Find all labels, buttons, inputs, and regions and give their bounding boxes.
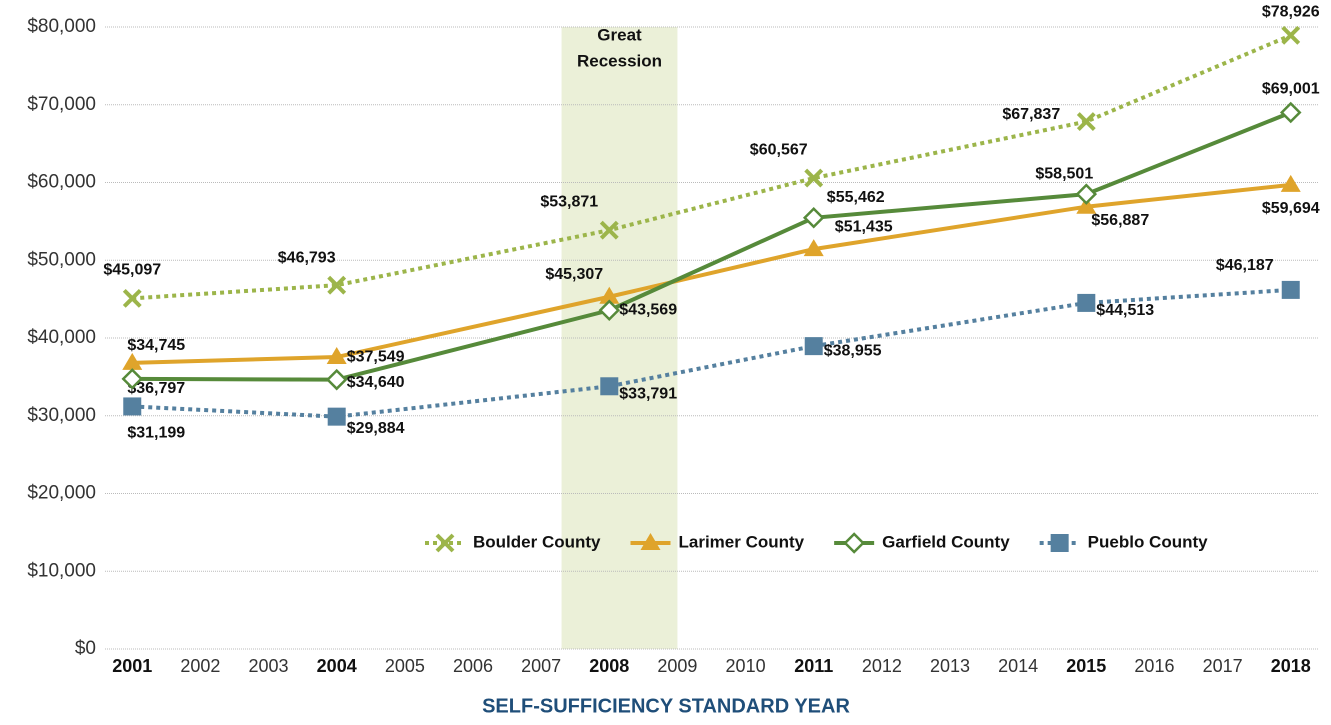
x-tick-label: 2010 bbox=[726, 656, 766, 676]
marker bbox=[1281, 280, 1300, 299]
marker bbox=[121, 368, 144, 390]
data-label: $51,435 bbox=[835, 218, 893, 235]
marker bbox=[327, 407, 346, 426]
marker bbox=[803, 239, 824, 257]
marker bbox=[1076, 196, 1097, 214]
legend-label: Pueblo County bbox=[1088, 532, 1208, 551]
data-label: $45,097 bbox=[103, 262, 161, 279]
marker bbox=[1050, 534, 1069, 552]
marker bbox=[804, 168, 824, 188]
data-label: $58,501 bbox=[1035, 165, 1093, 182]
data-label: $44,513 bbox=[1096, 302, 1154, 319]
marker bbox=[640, 533, 661, 550]
data-label: $78,926 bbox=[1262, 4, 1320, 21]
marker bbox=[326, 347, 347, 365]
data-label: $67,837 bbox=[1002, 106, 1060, 123]
y-tick-label: $20,000 bbox=[27, 483, 96, 504]
series-line bbox=[132, 182, 1291, 365]
data-label: $69,001 bbox=[1262, 81, 1320, 98]
marker bbox=[599, 220, 619, 240]
marker bbox=[1281, 25, 1301, 45]
x-tick-label: 2016 bbox=[1134, 656, 1174, 676]
series-line bbox=[132, 110, 1292, 382]
x-tick-label: 2011 bbox=[794, 656, 833, 676]
x-tick-label: 2003 bbox=[249, 656, 289, 676]
data-label: $38,955 bbox=[824, 342, 882, 359]
marker bbox=[804, 337, 823, 356]
marker bbox=[1279, 101, 1302, 124]
data-label: $37,549 bbox=[347, 348, 405, 365]
x-tick-label: 2015 bbox=[1066, 656, 1106, 676]
x-tick-label: 2001 bbox=[112, 656, 152, 676]
data-label: $59,694 bbox=[1262, 200, 1320, 217]
series-line bbox=[132, 287, 1291, 419]
annotation-text: Recession bbox=[577, 51, 662, 70]
y-tick-label: $50,000 bbox=[27, 249, 96, 270]
marker bbox=[843, 532, 865, 554]
x-tick-label: 2006 bbox=[453, 656, 493, 676]
y-tick-label: $0 bbox=[75, 638, 96, 659]
data-label: $45,307 bbox=[545, 266, 603, 283]
x-tick-label: 2018 bbox=[1271, 656, 1311, 676]
x-tick-label: 2007 bbox=[521, 656, 561, 676]
data-label: $29,884 bbox=[347, 420, 405, 437]
series-line bbox=[132, 33, 1292, 301]
marker bbox=[1075, 183, 1098, 205]
x-tick-label: 2004 bbox=[317, 656, 357, 676]
marker bbox=[123, 397, 142, 416]
data-label: $31,199 bbox=[127, 425, 185, 442]
x-tick-label: 2013 bbox=[930, 656, 970, 676]
x-tick-label: 2017 bbox=[1203, 656, 1243, 676]
y-tick-label: $60,000 bbox=[27, 172, 96, 193]
x-tick-label: 2009 bbox=[657, 656, 697, 676]
marker bbox=[327, 275, 347, 295]
data-label: $33,791 bbox=[619, 385, 677, 402]
data-label: $53,871 bbox=[540, 193, 598, 210]
y-tick-label: $10,000 bbox=[27, 560, 96, 581]
data-label: $60,567 bbox=[750, 141, 808, 158]
data-label: $34,745 bbox=[127, 337, 185, 354]
data-label: $34,640 bbox=[347, 374, 405, 391]
data-label: $55,462 bbox=[827, 189, 885, 206]
marker bbox=[122, 288, 142, 308]
y-tick-label: $70,000 bbox=[27, 94, 96, 115]
x-tick-label: 2002 bbox=[180, 656, 220, 676]
marker bbox=[600, 377, 619, 396]
legend-label: Larimer County bbox=[679, 532, 805, 551]
x-tick-label: 2008 bbox=[589, 656, 629, 676]
marker bbox=[435, 533, 455, 553]
marker bbox=[1076, 112, 1096, 131]
legend-label: Garfield County bbox=[882, 532, 1010, 551]
data-label: $46,187 bbox=[1216, 257, 1274, 274]
y-tick-label: $30,000 bbox=[27, 405, 96, 426]
annotation-text: Great bbox=[597, 25, 642, 44]
marker bbox=[599, 286, 620, 304]
data-label: $56,887 bbox=[1091, 212, 1149, 229]
marker bbox=[325, 368, 348, 391]
data-label: $46,793 bbox=[278, 249, 336, 266]
data-label: $43,569 bbox=[619, 301, 677, 318]
y-tick-label: $40,000 bbox=[27, 327, 96, 348]
marker bbox=[1077, 293, 1096, 312]
x-tick-label: 2014 bbox=[998, 656, 1038, 676]
marker bbox=[598, 299, 621, 322]
legend-label: Boulder County bbox=[473, 532, 601, 551]
legend: Boulder County Larimer County Garfield Cou… bbox=[425, 532, 1208, 554]
x-tick-label: 2005 bbox=[385, 656, 425, 676]
y-tick-label: $80,000 bbox=[27, 16, 96, 37]
x-axis-label: SELF-SUFFICIENCY STANDARD YEAR bbox=[482, 695, 850, 717]
data-label: $36,797 bbox=[127, 380, 185, 397]
marker bbox=[122, 352, 143, 370]
marker bbox=[802, 207, 825, 229]
x-tick-label: 2012 bbox=[862, 656, 902, 676]
marker bbox=[1280, 174, 1301, 192]
